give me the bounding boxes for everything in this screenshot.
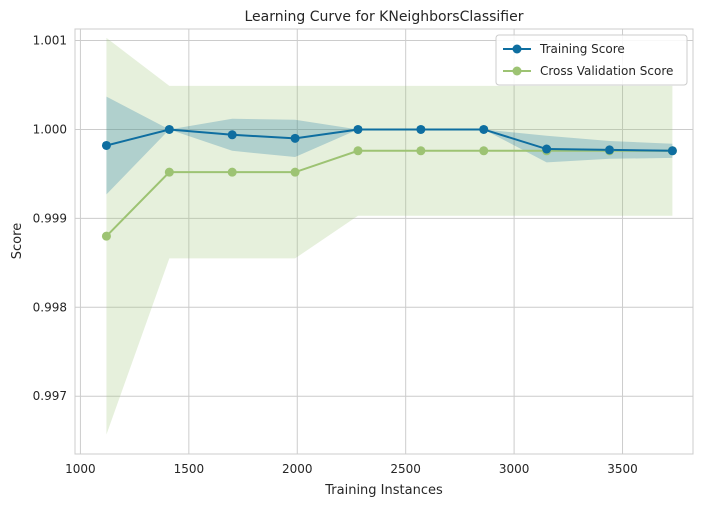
x-axis-label: Training Instances xyxy=(324,483,443,498)
training-score-point xyxy=(101,140,111,150)
legend-cv-label: Cross Validation Score xyxy=(540,64,673,78)
x-tick-label: 3500 xyxy=(607,462,638,476)
cv-score-point xyxy=(290,167,300,177)
cv-score-point xyxy=(164,167,174,177)
y-axis-label: Score xyxy=(10,223,25,259)
legend: Training Score Cross Validation Score xyxy=(495,34,688,86)
y-tick-label: 1.001 xyxy=(33,34,67,48)
cv-score-line xyxy=(105,149,673,237)
x-tick-labels: 1000 1500 2000 2500 3000 3500 xyxy=(65,462,638,476)
y-tick-label: 1.000 xyxy=(33,122,67,136)
training-score-point xyxy=(542,144,552,154)
cv-score-band xyxy=(106,37,673,435)
y-tick-label: 0.998 xyxy=(33,300,67,314)
score-points xyxy=(101,124,677,241)
y-tick-label: 0.997 xyxy=(33,389,67,403)
training-score-point xyxy=(353,124,363,134)
legend-frame xyxy=(495,34,688,86)
training-score-point xyxy=(416,124,426,134)
training-score-point xyxy=(227,130,237,140)
x-tick-label: 2000 xyxy=(282,462,313,476)
training-score-point xyxy=(667,146,677,156)
training-score-point xyxy=(479,124,489,134)
cv-score-point xyxy=(227,167,237,177)
x-tick-label: 3000 xyxy=(499,462,530,476)
training-score-band xyxy=(106,96,673,195)
plot-background xyxy=(75,29,693,454)
training-score-point xyxy=(164,124,174,134)
y-tick-label: 0.999 xyxy=(33,211,67,225)
x-tick-label: 1500 xyxy=(174,462,205,476)
cv-score-point xyxy=(416,146,426,156)
cv-score-point xyxy=(353,146,363,156)
plot-frame xyxy=(74,28,694,455)
x-tick-label: 2500 xyxy=(390,462,421,476)
legend-training-label: Training Score xyxy=(539,42,625,56)
cv-score-point xyxy=(479,146,489,156)
x-tick-label: 1000 xyxy=(65,462,96,476)
legend-training-swatch-marker xyxy=(512,44,522,54)
y-tick-labels: 0.997 0.998 0.999 1.000 1.001 xyxy=(33,34,67,404)
cv-score-point xyxy=(101,231,111,241)
score-bands xyxy=(106,37,673,435)
training-score-point xyxy=(605,145,615,155)
training-score-point xyxy=(290,133,300,143)
score-lines xyxy=(105,128,673,237)
training-score-line xyxy=(106,128,673,152)
chart-title: Learning Curve for KNeighborsClassifier xyxy=(244,9,523,25)
legend-cv-swatch-marker xyxy=(512,66,522,76)
